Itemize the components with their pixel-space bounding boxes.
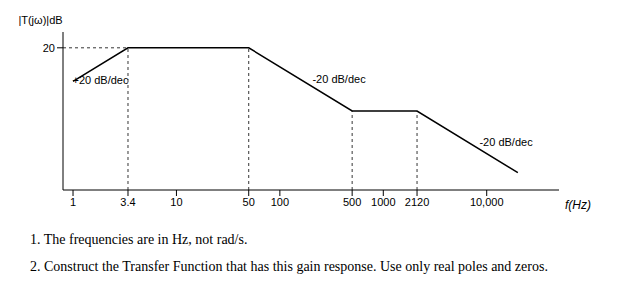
svg-text:20: 20: [43, 42, 55, 54]
svg-text:10,000: 10,000: [470, 196, 504, 208]
svg-text:+20 dB/dec: +20 dB/dec: [73, 74, 129, 86]
svg-text:10: 10: [170, 196, 182, 208]
svg-text:50: 50: [243, 196, 255, 208]
svg-text:1: 1: [70, 196, 76, 208]
svg-text:2120: 2120: [405, 196, 429, 208]
svg-text:-20 dB/dec: -20 dB/dec: [312, 73, 366, 85]
svg-text:f(Hz): f(Hz): [565, 198, 591, 212]
svg-text:-20 dB/dec: -20 dB/dec: [479, 136, 533, 148]
svg-text:3.4: 3.4: [120, 196, 135, 208]
svg-text:500: 500: [343, 196, 361, 208]
svg-text:|T(jω)|dB: |T(jω)|dB: [18, 14, 62, 26]
html-text:1. The frequencies are in Hz,: 1. The frequencies are in Hz, not rad/s.: [30, 232, 248, 247]
svg-text:1000: 1000: [371, 196, 395, 208]
svg-text:100: 100: [271, 196, 289, 208]
html-text:2. Construct the Transfer Func: 2. Construct the Transfer Function that …: [30, 259, 548, 274]
